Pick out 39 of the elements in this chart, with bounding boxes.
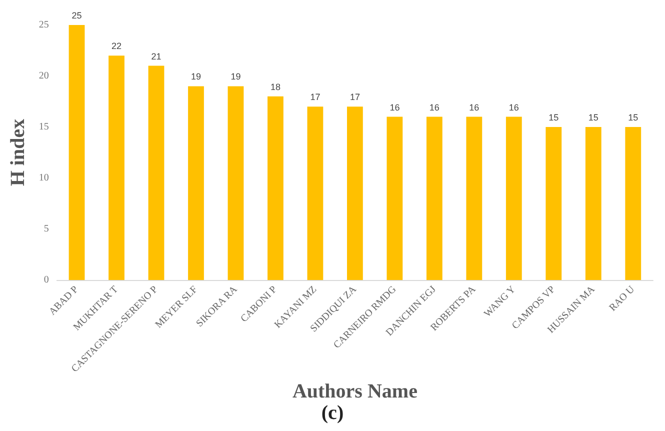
data-label: 19: [190, 72, 201, 82]
data-label: 15: [628, 112, 638, 122]
bar: [466, 116, 482, 280]
y-tick-label: 15: [38, 122, 49, 132]
bar: [268, 96, 284, 280]
y-tick-label: 25: [38, 20, 49, 30]
x-axis-title: Authors Name: [292, 380, 418, 402]
data-label: 21: [151, 51, 162, 62]
data-label: 16: [390, 102, 400, 112]
bar: [546, 127, 562, 280]
bar: [426, 116, 442, 280]
data-label: 16: [508, 102, 519, 112]
bar: [188, 86, 204, 280]
data-label: 25: [72, 10, 82, 20]
data-label: 17: [350, 92, 360, 102]
bar: [347, 106, 363, 280]
data-label: 18: [270, 82, 280, 92]
bar: [585, 127, 602, 280]
data-label: 15: [588, 112, 598, 122]
y-tick-label: 5: [44, 224, 49, 234]
bar: [307, 106, 324, 280]
bar: [148, 66, 164, 280]
y-axis-title: H index: [7, 118, 29, 186]
data-label: 16: [469, 102, 480, 112]
bar: [506, 116, 522, 280]
bar: [625, 127, 642, 280]
data-label: 22: [112, 41, 122, 52]
bar: [386, 116, 403, 280]
y-tick-label: 0: [44, 274, 49, 286]
text: (c): [321, 402, 344, 424]
bar: [228, 86, 244, 280]
data-label: 16: [429, 102, 440, 112]
data-label: 15: [548, 112, 559, 122]
bar: [108, 56, 124, 280]
y-tick-label: 10: [38, 172, 49, 184]
y-tick-label: 20: [38, 70, 49, 82]
data-label: 17: [310, 92, 320, 102]
data-label: 19: [230, 72, 241, 82]
bar: [68, 25, 85, 280]
